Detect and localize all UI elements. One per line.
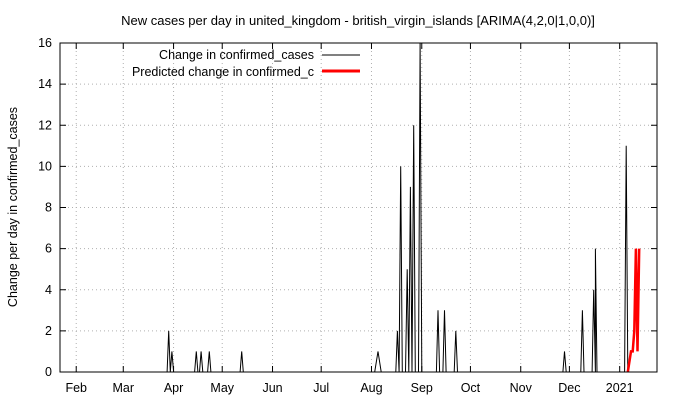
chart-title: New cases per day in united_kingdom - br…: [121, 13, 595, 28]
y-tick-label: 10: [38, 159, 52, 173]
x-tick-labels: Feb Mar Apr May Jun Jul Aug Sep Oct Nov Dec 2021: [65, 381, 633, 395]
plot-frame: [59, 42, 658, 373]
x-tick-label: Oct: [461, 381, 481, 395]
y-tick-label: 14: [38, 77, 52, 91]
x-tick-label: May: [210, 381, 234, 395]
x-tick-label: Jun: [262, 381, 282, 395]
x-tick-label: Sep: [411, 381, 433, 395]
x-tick-label: Feb: [65, 381, 87, 395]
y-tick-label: 0: [45, 365, 52, 379]
y-tick-labels: 0 2 4 6 8 10 12 14 16: [38, 36, 52, 379]
series-line-actual: [60, 42, 629, 373]
legend-label-predicted: Predicted change in confirmed_c: [132, 65, 314, 79]
y-tick-label: 12: [38, 118, 52, 132]
x-tick-label: Aug: [360, 381, 382, 395]
grid: [60, 42, 657, 373]
y-tick-label: 16: [38, 36, 52, 50]
x-tick-label: 2021: [606, 381, 634, 395]
legend-label-actual: Change in confirmed_cases: [159, 48, 314, 62]
y-tick-label: 8: [45, 201, 52, 215]
x-tick-label: Nov: [510, 381, 533, 395]
y-tick-label: 6: [45, 242, 52, 256]
x-tick-label: Dec: [558, 381, 580, 395]
x-tick-label: Apr: [164, 381, 183, 395]
y-tick-label: 2: [45, 324, 52, 338]
series-lines: [60, 42, 641, 373]
series-line-predicted: [626, 248, 641, 373]
x-tick-label: Mar: [113, 381, 135, 395]
y-tick-label: 4: [45, 283, 52, 297]
legend: Change in confirmed_cases Predicted chan…: [132, 48, 360, 79]
y-axis-label: Change per day in confirmed_cases: [6, 107, 20, 307]
x-tick-label: Jul: [313, 381, 329, 395]
